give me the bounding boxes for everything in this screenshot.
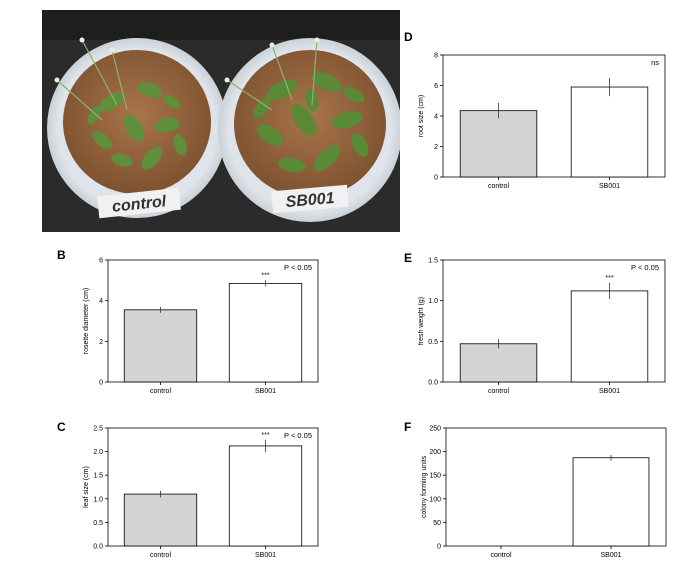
y-tick-label: 0.5 [93, 520, 103, 527]
bar-sb001 [572, 457, 650, 547]
chart-rosette-diameter: 0 2 4 6 rosette diameter (cm) control *** SB001… [83, 258, 319, 395]
plot-frame [107, 427, 319, 547]
sb001-pot [218, 37, 400, 222]
significance-stars: *** [261, 272, 269, 279]
y-axis-label: colony forming units [421, 455, 428, 518]
y-tick-label: 100 [429, 496, 441, 503]
y-tick-label: 0 [99, 380, 103, 387]
significance-annotation: P < 0.05 [284, 263, 312, 272]
panel-label-b: B [57, 248, 66, 262]
y-tick-label: 1.0 [428, 298, 438, 305]
y-tick-label: 6 [434, 83, 438, 90]
y-tick-label: 150 [429, 473, 441, 480]
x-tick-label: SB001 [600, 552, 621, 559]
significance-annotation: P < 0.05 [284, 431, 312, 440]
y-tick-label: 2.5 [93, 426, 103, 433]
y-tick-label: 50 [433, 520, 441, 527]
x-tick-label: control [488, 183, 509, 190]
x-tick-label: SB001 [255, 552, 276, 559]
significance-stars: *** [605, 275, 613, 282]
x-tick-label: control [150, 552, 171, 559]
y-tick-label: 1.0 [93, 496, 103, 503]
y-tick-label: 250 [429, 426, 441, 433]
sb001-pot-label: SB001 [271, 184, 349, 214]
control-pot-label: control [97, 187, 181, 219]
y-tick-label: 2.0 [93, 449, 103, 456]
chart-leaf-size: 0.0 0.5 1.0 1.5 2.0 2.5 leaf size (cm) control *… [83, 426, 319, 559]
y-tick-label: 0.0 [428, 380, 438, 387]
y-tick-label: 0 [434, 175, 438, 182]
x-tick-label: control [490, 552, 511, 559]
panel-label-e: E [404, 251, 413, 265]
significance-annotation: ns [651, 58, 659, 67]
plot-frame [107, 259, 319, 383]
control-label-text: control [111, 193, 167, 216]
control-pot [47, 37, 227, 218]
panel-label-f: F [404, 420, 412, 434]
y-axis-label: leaf size (cm) [83, 466, 90, 508]
bar-sb001 [228, 282, 303, 383]
panel-label-c: C [57, 420, 66, 434]
x-tick-label: control [150, 388, 171, 395]
y-tick-label: 8 [434, 53, 438, 60]
y-axis-label: rosette diameter (cm) [83, 288, 90, 355]
bar-control [459, 110, 538, 178]
y-tick-label: 2 [99, 339, 103, 346]
significance-annotation: P < 0.05 [631, 263, 659, 272]
sb001-label-text: SB001 [285, 190, 335, 211]
bar-sb001 [570, 290, 649, 383]
x-tick-label: SB001 [599, 183, 620, 190]
plot-frame [445, 427, 667, 547]
y-tick-label: 0.5 [428, 339, 438, 346]
y-tick-label: 1.5 [428, 258, 438, 265]
y-tick-label: 1.5 [93, 473, 103, 480]
chart-colony-forming-units: 0 50 100 150 200 250 colony forming units contr… [421, 426, 667, 559]
bar-sb001 [570, 86, 649, 178]
y-tick-label: 4 [99, 298, 103, 305]
y-tick-label: 4 [434, 114, 438, 121]
plot-frame [442, 259, 666, 383]
chart-root-size: 0 2 4 6 8 root size (cm) control SB001 ns [418, 53, 666, 190]
chart-fresh-weight: 0.0 0.5 1.0 1.5 fresh weight (g) control *** SB… [418, 258, 666, 395]
bar-control [123, 493, 198, 547]
plant-photo: control SB001 [42, 10, 400, 232]
x-tick-label: SB001 [255, 388, 276, 395]
x-tick-label: SB001 [599, 388, 620, 395]
y-tick-label: 6 [99, 258, 103, 265]
y-tick-label: 0 [437, 544, 441, 551]
bar-control [123, 309, 198, 383]
y-tick-label: 2 [434, 144, 438, 151]
y-axis-label: fresh weight (g) [418, 297, 425, 345]
y-tick-label: 200 [429, 449, 441, 456]
bar-sb001 [228, 445, 303, 547]
y-axis-label: root size (cm) [418, 95, 425, 137]
significance-stars: *** [261, 432, 269, 439]
bar-control [459, 343, 538, 383]
x-tick-label: control [488, 388, 509, 395]
y-tick-label: 0.0 [93, 544, 103, 551]
panel-label-d: D [404, 30, 413, 44]
